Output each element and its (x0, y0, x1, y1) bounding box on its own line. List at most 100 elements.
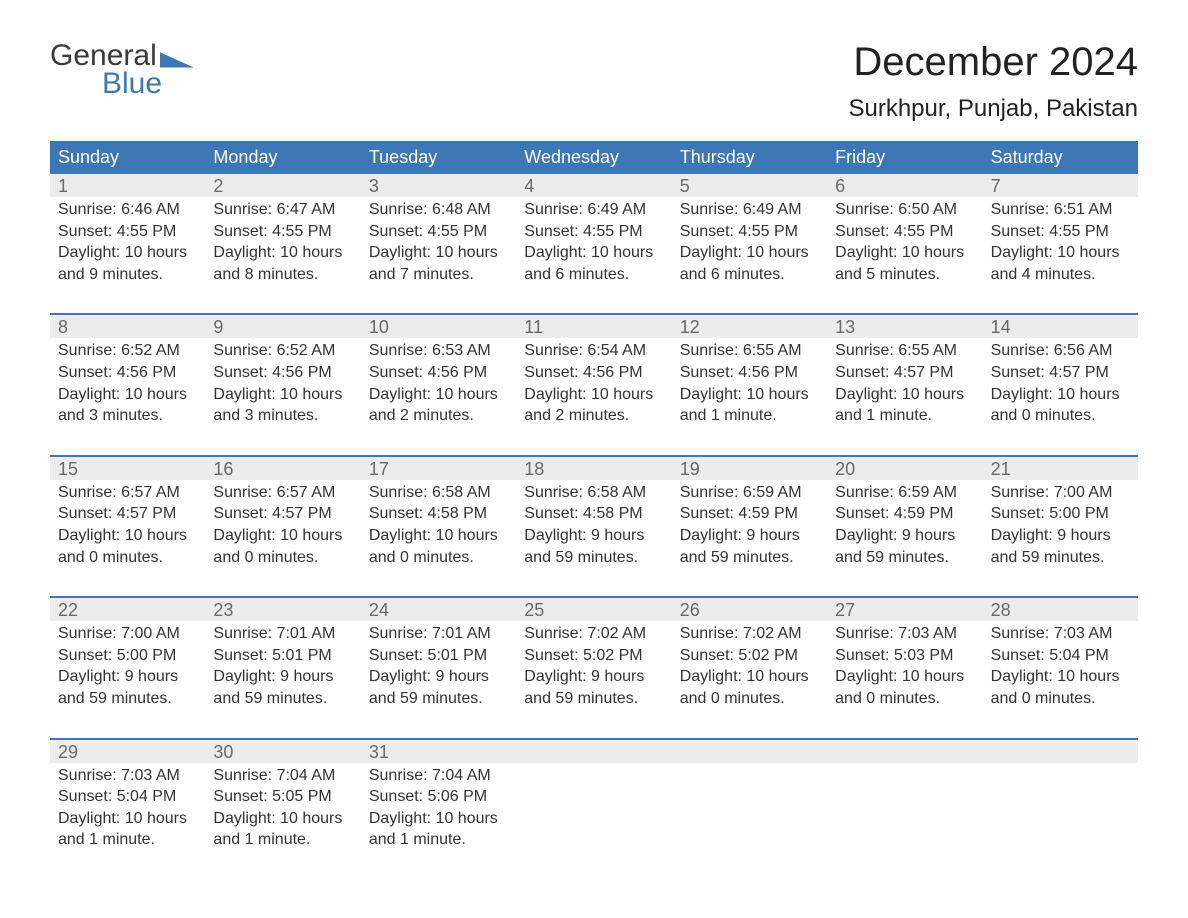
day-cell: Sunrise: 6:52 AMSunset: 4:56 PMDaylight:… (205, 338, 360, 440)
weekday-label: Thursday (672, 141, 827, 174)
sunset-text: Sunset: 4:58 PM (369, 503, 508, 525)
sunset-text: Sunset: 4:57 PM (58, 503, 197, 525)
daylight-text: and 3 minutes. (213, 405, 352, 427)
daylight-text: Daylight: 10 hours (213, 525, 352, 547)
daylight-text: Daylight: 10 hours (991, 666, 1130, 688)
daylight-text: Daylight: 10 hours (369, 808, 508, 830)
daylight-text: Daylight: 10 hours (524, 384, 663, 406)
day-cell: Sunrise: 6:52 AMSunset: 4:56 PMDaylight:… (50, 338, 205, 440)
daylight-text: and 9 minutes. (58, 264, 197, 286)
sunrise-text: Sunrise: 6:55 AM (680, 340, 819, 362)
daylight-text: Daylight: 10 hours (213, 808, 352, 830)
sunset-text: Sunset: 4:55 PM (58, 221, 197, 243)
daylight-text: and 0 minutes. (369, 547, 508, 569)
daylight-text: Daylight: 9 hours (524, 666, 663, 688)
daylight-text: and 8 minutes. (213, 264, 352, 286)
daylight-text: and 1 minute. (835, 405, 974, 427)
daylight-text: Daylight: 10 hours (369, 384, 508, 406)
week-row: 15161718192021Sunrise: 6:57 AM Sunset: 4:… (50, 455, 1138, 582)
weekday-label: Tuesday (361, 141, 516, 174)
daylight-text: Daylight: 9 hours (524, 525, 663, 547)
day-number (983, 740, 1138, 763)
daylight-text: and 2 minutes. (524, 405, 663, 427)
day-cell: Sunrise: 6:49 AMSunset: 4:55 PMDaylight:… (672, 197, 827, 299)
day-number: 8 (50, 315, 205, 338)
day-cell (672, 763, 827, 865)
sunset-text: Sunset: 4:58 PM (524, 503, 663, 525)
sunrise-text: Sunrise: 7:04 AM (369, 765, 508, 787)
day-number: 25 (516, 598, 671, 621)
daylight-text: and 1 minute. (58, 829, 197, 851)
day-cell: Sunrise: 6:55 AMSunset: 4:57 PMDaylight:… (827, 338, 982, 440)
day-number: 10 (361, 315, 516, 338)
daynum-row: 891011121314 (50, 315, 1138, 338)
sunrise-text: Sunrise: 6:58 AM (524, 482, 663, 504)
sunrise-text: Sunrise: 7:04 AM (213, 765, 352, 787)
weekday-label: Sunday (50, 141, 205, 174)
sunrise-text: Sunrise: 6:46 AM (58, 199, 197, 221)
location: Surkhpur, Punjab, Pakistan (848, 95, 1138, 123)
day-number: 3 (361, 174, 516, 197)
daylight-text: and 0 minutes. (991, 688, 1130, 710)
logo-flag-icon (160, 46, 194, 68)
sunset-text: Sunset: 4:55 PM (369, 221, 508, 243)
day-cell: Sunrise: 7:04 AMSunset: 5:06 PMDaylight:… (361, 763, 516, 865)
day-cell (827, 763, 982, 865)
sunset-text: Sunset: 5:01 PM (213, 645, 352, 667)
daylight-text: and 4 minutes. (991, 264, 1130, 286)
daylight-text: Daylight: 10 hours (213, 242, 352, 264)
day-number: 1 (50, 174, 205, 197)
daylight-text: Daylight: 10 hours (58, 242, 197, 264)
day-number: 9 (205, 315, 360, 338)
day-number: 14 (983, 315, 1138, 338)
daylight-text: and 1 minute. (213, 829, 352, 851)
daylight-text: Daylight: 9 hours (213, 666, 352, 688)
sunrise-text: Sunrise: 6:57 AM (213, 482, 352, 504)
day-cell: Sunrise: 7:04 AMSunset: 5:05 PMDaylight:… (205, 763, 360, 865)
daylight-text: and 59 minutes. (524, 688, 663, 710)
sunset-text: Sunset: 4:59 PM (680, 503, 819, 525)
daynum-row: 15161718192021 (50, 457, 1138, 480)
sunrise-text: Sunrise: 6:59 AM (835, 482, 974, 504)
day-number: 24 (361, 598, 516, 621)
day-number (672, 740, 827, 763)
daynum-row: 22232425262728 (50, 598, 1138, 621)
day-number: 18 (516, 457, 671, 480)
sunrise-text: Sunrise: 6:54 AM (524, 340, 663, 362)
sunrise-text: Sunrise: 6:48 AM (369, 199, 508, 221)
daylight-text: Daylight: 10 hours (991, 384, 1130, 406)
sunrise-text: Sunrise: 7:02 AM (680, 623, 819, 645)
sunrise-text: Sunrise: 6:51 AM (991, 199, 1130, 221)
day-cell: Sunrise: 7:01 AMSunset: 5:01 PMDaylight:… (205, 621, 360, 723)
daylight-text: and 0 minutes. (835, 688, 974, 710)
sunset-text: Sunset: 4:56 PM (524, 362, 663, 384)
day-cell: Sunrise: 7:03 AMSunset: 5:04 PMDaylight:… (983, 621, 1138, 723)
sunset-text: Sunset: 4:56 PM (369, 362, 508, 384)
daylight-text: and 59 minutes. (680, 547, 819, 569)
day-cell: Sunrise: 6:54 AMSunset: 4:56 PMDaylight:… (516, 338, 671, 440)
sunrise-text: Sunrise: 6:49 AM (680, 199, 819, 221)
day-cell: Sunrise: 7:03 AMSunset: 5:04 PMDaylight:… (50, 763, 205, 865)
weekday-label: Monday (205, 141, 360, 174)
day-number: 20 (827, 457, 982, 480)
sunrise-text: Sunrise: 6:52 AM (58, 340, 197, 362)
daylight-text: Daylight: 10 hours (680, 384, 819, 406)
daylight-text: Daylight: 10 hours (680, 242, 819, 264)
day-cell: Sunrise: 6:50 AMSunset: 4:55 PMDaylight:… (827, 197, 982, 299)
day-number (827, 740, 982, 763)
daylight-text: Daylight: 10 hours (369, 525, 508, 547)
sunrise-text: Sunrise: 7:02 AM (524, 623, 663, 645)
day-number: 16 (205, 457, 360, 480)
daylight-text: and 0 minutes. (213, 547, 352, 569)
daylight-text: Daylight: 10 hours (680, 666, 819, 688)
day-number: 5 (672, 174, 827, 197)
sunrise-text: Sunrise: 7:03 AM (991, 623, 1130, 645)
title-block: December 2024 Surkhpur, Punjab, Pakistan (848, 40, 1138, 123)
daylight-text: Daylight: 9 hours (680, 525, 819, 547)
sunrise-text: Sunrise: 7:03 AM (58, 765, 197, 787)
sunset-text: Sunset: 4:55 PM (213, 221, 352, 243)
sunrise-text: Sunrise: 6:59 AM (680, 482, 819, 504)
daylight-text: and 59 minutes. (991, 547, 1130, 569)
day-cell (516, 763, 671, 865)
day-cell: Sunrise: 7:00 AMSunset: 5:00 PMDaylight:… (50, 621, 205, 723)
